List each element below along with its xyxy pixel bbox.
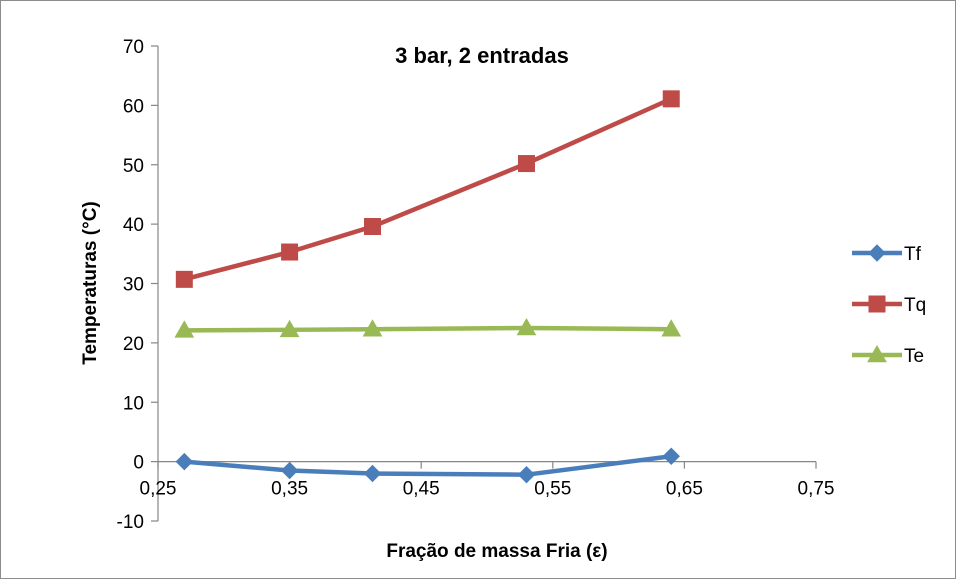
y-tick-label: 20 [123,334,144,355]
y-tick-label: 50 [123,156,144,177]
legend-label: Tf [904,244,922,265]
x-tick-label: 0,35 [271,479,308,500]
series-line-tf [184,454,672,477]
data-point-tf [175,452,194,471]
data-point-tq [281,243,299,261]
data-point-tq [662,90,680,108]
series-te [174,318,682,338]
x-tick-label: 0,65 [666,479,703,500]
data-point-te [362,319,383,337]
y-tick-label: 40 [123,215,144,236]
data-point-tf [662,447,680,465]
legend-item-tf: Tf [852,244,922,265]
data-point-tq [364,218,382,235]
data-point-tf [363,464,382,483]
legend-label: Te [904,346,924,367]
legend-marker [868,244,886,262]
y-tick-label: 70 [123,37,144,58]
y-tick-label: 10 [123,393,144,414]
x-tick-label: 0,25 [140,479,177,500]
y-tick-label: 60 [123,96,144,117]
series-line-tq [183,96,673,282]
y-tick-label: -10 [117,512,144,533]
x-tick-label: 0,75 [798,479,835,500]
legend-item-tq: Tq [852,295,926,316]
legend-item-te: Te [852,344,924,367]
chart-title: 3 bar, 2 entradas [395,43,569,68]
data-point-tf [517,465,536,484]
series-tf [175,447,680,484]
x-tick-label: 0,45 [403,479,440,500]
x-axis-title: Fração de massa Fria (ε) [386,541,607,562]
series-tq [175,90,680,288]
legend-label: Tq [904,295,926,316]
axes: -10 0 10 20 30 40 50 60 70 0,25 0,35 0,45 0,55 0,65 0,… [117,37,835,533]
y-tick-label: 30 [123,275,144,296]
y-tick-label: 0 [133,453,144,474]
data-point-te [279,319,300,338]
y-axis-title: Temperaturas (°C) [80,201,101,365]
series-line-te [184,325,672,333]
data-point-tf [280,461,299,480]
data-point-tq [175,270,193,288]
legend-marker [867,344,887,363]
x-tick-label: 0,55 [534,479,571,500]
legend: Tf Tq Te [852,244,926,367]
data-point-te [516,318,537,336]
data-point-te [174,320,195,338]
legend-marker [868,295,886,313]
data-point-tq [517,155,535,173]
series-layer [174,90,682,484]
data-point-te [661,319,682,337]
